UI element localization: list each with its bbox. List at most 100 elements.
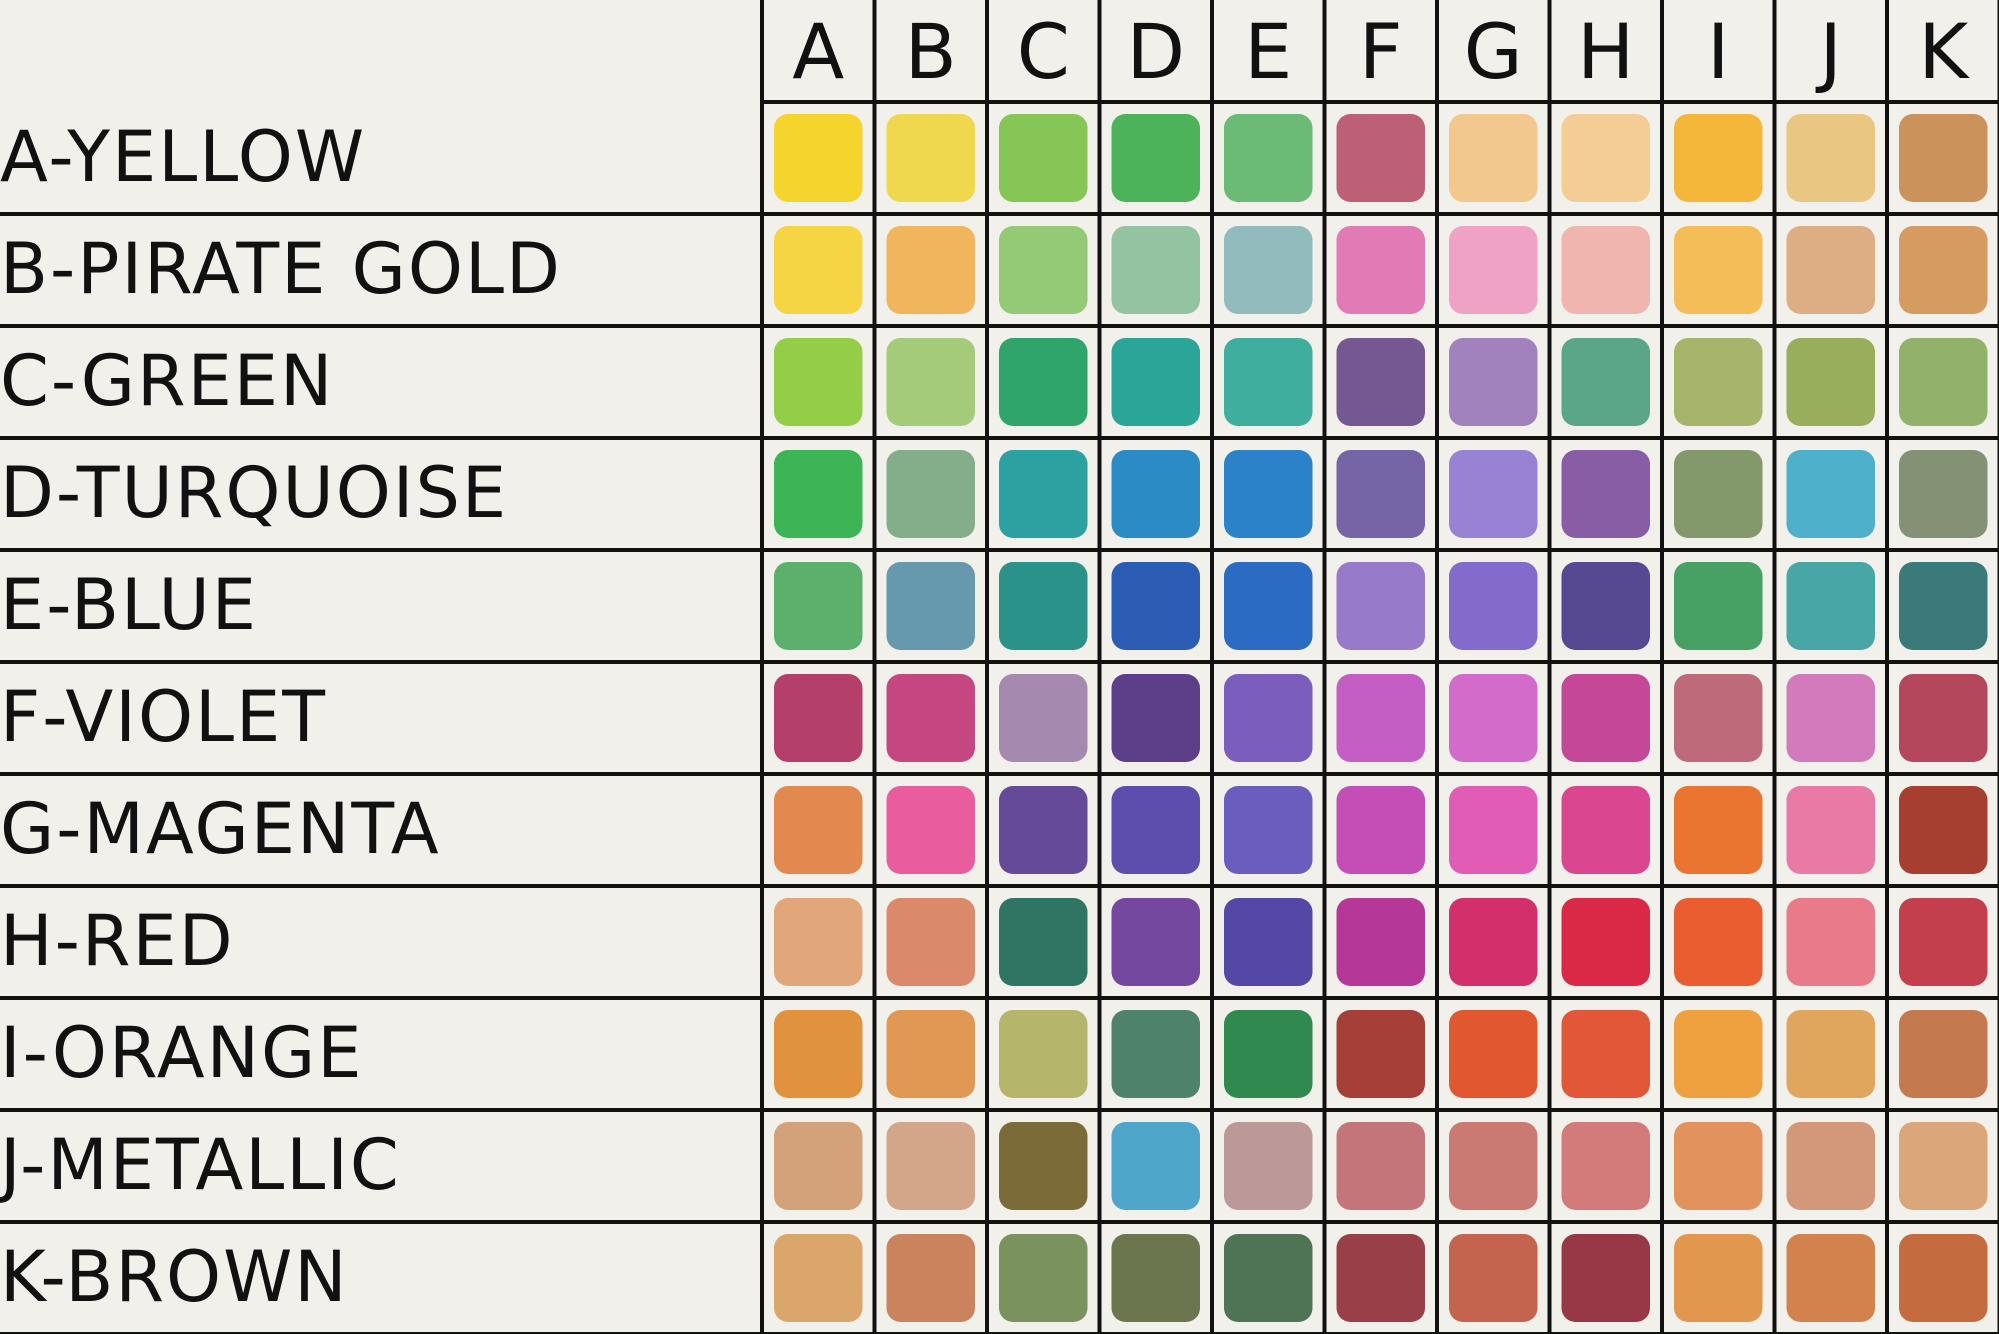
swatch [1336, 114, 1425, 202]
swatch [1786, 1234, 1875, 1322]
swatch [1336, 786, 1425, 874]
swatch [999, 1234, 1088, 1322]
swatch [1786, 1010, 1875, 1098]
swatch [1111, 114, 1200, 202]
swatch [1674, 898, 1763, 986]
swatch [999, 1010, 1088, 1098]
swatch [1111, 1234, 1200, 1322]
swatch [1336, 1122, 1425, 1210]
swatch [1449, 226, 1538, 314]
swatch [1561, 1234, 1650, 1322]
swatch [1111, 898, 1200, 986]
swatch [1449, 1010, 1538, 1098]
swatch [1336, 1010, 1425, 1098]
swatch [774, 450, 863, 538]
row-label: E-BLUE [0, 564, 258, 646]
swatch [1674, 450, 1763, 538]
swatch [1899, 562, 1988, 650]
swatch [886, 1122, 975, 1210]
swatch [1224, 1010, 1313, 1098]
swatch [1111, 1010, 1200, 1098]
column-header: I [1707, 7, 1729, 96]
swatch [1111, 450, 1200, 538]
column-header: B [905, 7, 957, 96]
swatch [1336, 898, 1425, 986]
swatch [774, 1010, 863, 1098]
swatch [886, 1010, 975, 1098]
swatch [1111, 786, 1200, 874]
column-header: E [1244, 7, 1292, 96]
column-header: D [1126, 7, 1185, 96]
swatch [1336, 674, 1425, 762]
swatch [1561, 1122, 1650, 1210]
swatch [1561, 786, 1650, 874]
swatch [1224, 674, 1313, 762]
swatch [1674, 1122, 1763, 1210]
row-label: F-VIOLET [0, 676, 327, 758]
swatch [886, 562, 975, 650]
swatch [1674, 674, 1763, 762]
swatch [1111, 562, 1200, 650]
swatch [1899, 1122, 1988, 1210]
swatch [999, 674, 1088, 762]
swatch [1561, 562, 1650, 650]
row-label: G-MAGENTA [0, 788, 441, 870]
swatch [1449, 562, 1538, 650]
swatch [1111, 338, 1200, 426]
swatch [1224, 338, 1313, 426]
column-header: K [1918, 7, 1970, 96]
swatch [886, 898, 975, 986]
swatch [999, 338, 1088, 426]
swatch [1899, 226, 1988, 314]
row-label: B-PIRATE GOLD [0, 228, 562, 310]
swatch [1111, 1122, 1200, 1210]
swatch [999, 226, 1088, 314]
column-header: G [1464, 7, 1523, 96]
swatch [1786, 114, 1875, 202]
swatch [1786, 226, 1875, 314]
swatch [1899, 1010, 1988, 1098]
column-header: F [1359, 7, 1403, 96]
swatch [1224, 1234, 1313, 1322]
swatch [1899, 786, 1988, 874]
swatch [774, 338, 863, 426]
swatch [1786, 898, 1875, 986]
swatch [1336, 1234, 1425, 1322]
swatch [774, 674, 863, 762]
swatch [1561, 114, 1650, 202]
swatch [1449, 1234, 1538, 1322]
swatch [1899, 1234, 1988, 1322]
swatch [1674, 1234, 1763, 1322]
swatch [1224, 898, 1313, 986]
swatch [1336, 562, 1425, 650]
row-label: K-BROWN [0, 1236, 349, 1318]
swatch [1224, 226, 1313, 314]
swatch [1449, 786, 1538, 874]
swatch [1674, 786, 1763, 874]
swatch [999, 114, 1088, 202]
swatch [886, 674, 975, 762]
swatch [1674, 562, 1763, 650]
swatch [1449, 114, 1538, 202]
swatch [1449, 450, 1538, 538]
swatch [1674, 114, 1763, 202]
swatch [999, 562, 1088, 650]
swatch [774, 1122, 863, 1210]
swatch [1111, 674, 1200, 762]
swatch [1224, 114, 1313, 202]
swatch [1336, 338, 1425, 426]
swatch [1674, 1010, 1763, 1098]
swatch [886, 226, 975, 314]
swatch [1111, 226, 1200, 314]
row-label: J-METALLIC [0, 1124, 401, 1206]
swatch [886, 114, 975, 202]
swatch [774, 786, 863, 874]
swatch [1786, 1122, 1875, 1210]
row-label: H-RED [0, 900, 235, 982]
swatch [1899, 674, 1988, 762]
swatch [774, 562, 863, 650]
swatch [1786, 674, 1875, 762]
swatch [1786, 562, 1875, 650]
